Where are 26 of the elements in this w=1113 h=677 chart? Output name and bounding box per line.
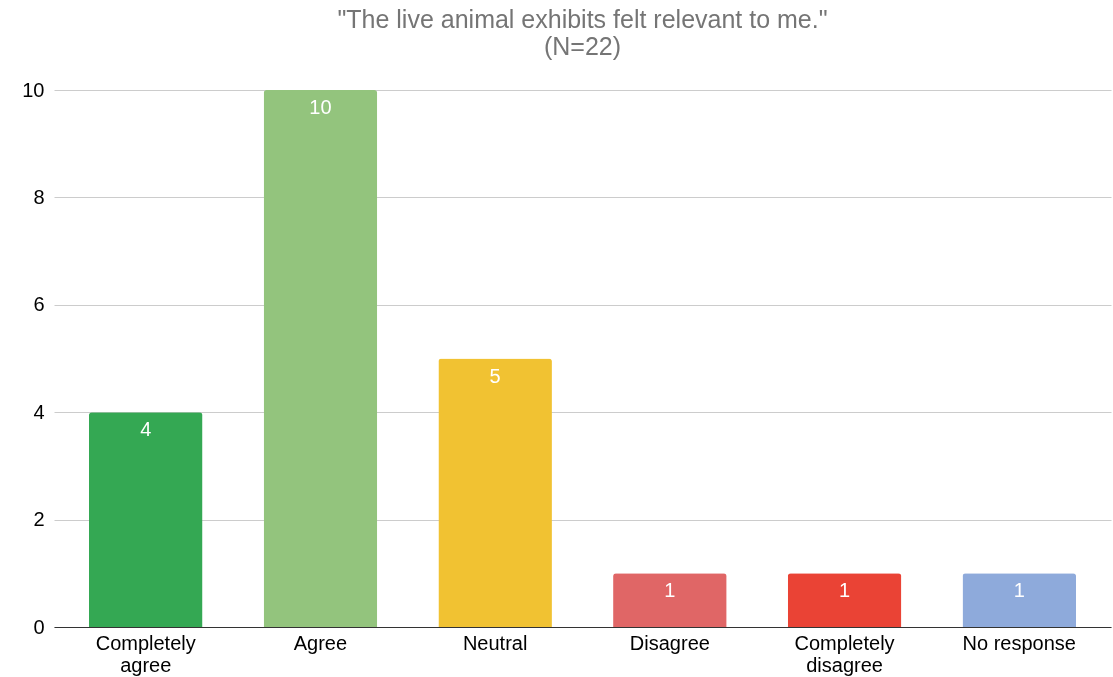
data-label: 5 [489,364,501,387]
data-label: 1 [664,579,676,602]
data-label: 1 [1013,579,1025,602]
y-tick-label: 10 [22,78,45,101]
y-tick-label: 2 [33,508,45,531]
x-tick-label: Disagree [629,631,710,654]
y-tick-label: 6 [33,293,45,316]
data-label: 4 [140,418,152,441]
x-tick-label: No response [962,631,1076,654]
data-label: 1 [839,579,851,602]
bar [88,412,203,627]
data-label: 10 [309,96,332,118]
chart-title: "The live animal exhibits felt relevant to me." [337,5,828,33]
x-tick-label: Neutral [462,631,528,654]
x-tick-label: Agree [293,631,348,654]
bar [787,573,902,627]
bar [962,573,1077,627]
y-tick-label: 4 [33,400,45,423]
y-tick-label: 8 [33,185,45,208]
bar [613,573,727,627]
bar [263,90,378,627]
y-tick-label: 0 [33,615,45,638]
chart-subtitle: (N=22) [543,32,622,60]
x-tick-label: Completely disagree [794,631,895,676]
x-tick-label: Completely agree [95,631,196,676]
bar [438,358,552,627]
